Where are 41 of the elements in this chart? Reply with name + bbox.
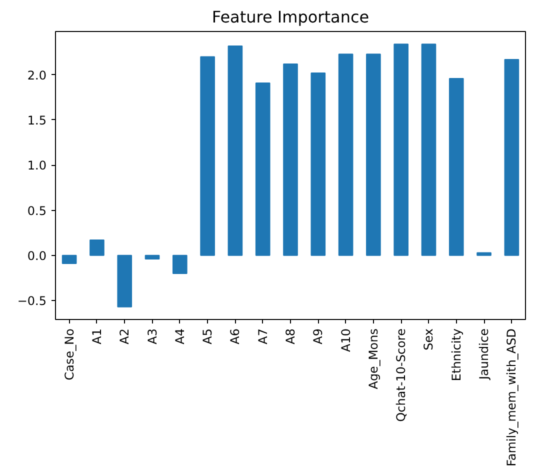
- x-tick-label: Family_mem_with_ASD: [504, 328, 519, 466]
- x-tick-label: Qchat-10-Score: [394, 328, 408, 422]
- x-tick-label: A3: [145, 328, 160, 344]
- bar: [255, 82, 270, 256]
- chart-title: Feature Importance: [212, 8, 370, 26]
- bar: [144, 254, 160, 260]
- x-tick-label: Case_No: [62, 328, 76, 380]
- bar: [90, 240, 104, 256]
- x-tick-label: A7: [256, 328, 270, 344]
- y-tick-label: 0.0: [27, 248, 47, 263]
- bar: [117, 254, 132, 308]
- bar: [366, 54, 381, 256]
- x-tick-label: A9: [311, 328, 326, 344]
- x-tick-label: A4: [172, 328, 187, 344]
- x-tick-label: A2: [118, 328, 132, 344]
- bar: [394, 44, 408, 256]
- x-tick-label: A5: [200, 328, 215, 344]
- y-tick-label: −0.5: [17, 294, 46, 308]
- x-tick-label: A8: [284, 328, 298, 344]
- x-tick-label: A1: [90, 328, 104, 344]
- y-tick-label: 1.5: [27, 113, 47, 128]
- bar: [228, 45, 243, 256]
- bar: [421, 44, 436, 256]
- bar: [172, 254, 188, 274]
- bar: [338, 54, 354, 256]
- bar: [476, 252, 492, 256]
- x-tick-label: Sex: [422, 328, 436, 350]
- y-tick-label: 0.5: [27, 204, 47, 218]
- y-tick-label: 1.0: [27, 158, 47, 173]
- y-tick-label: 2.0: [27, 68, 47, 82]
- x-tick-label: Ethnicity: [449, 328, 464, 382]
- bar: [310, 72, 326, 256]
- bar: [200, 56, 215, 256]
- x-tick-label: A10: [338, 328, 353, 352]
- x-tick-label: A6: [228, 328, 242, 344]
- bar: [504, 58, 520, 256]
- bar: [448, 78, 464, 256]
- bar: [283, 64, 298, 256]
- bar: [62, 254, 77, 264]
- x-tick-label: Age_Mons: [366, 328, 380, 390]
- x-tick-label: Jaundice: [477, 328, 492, 381]
